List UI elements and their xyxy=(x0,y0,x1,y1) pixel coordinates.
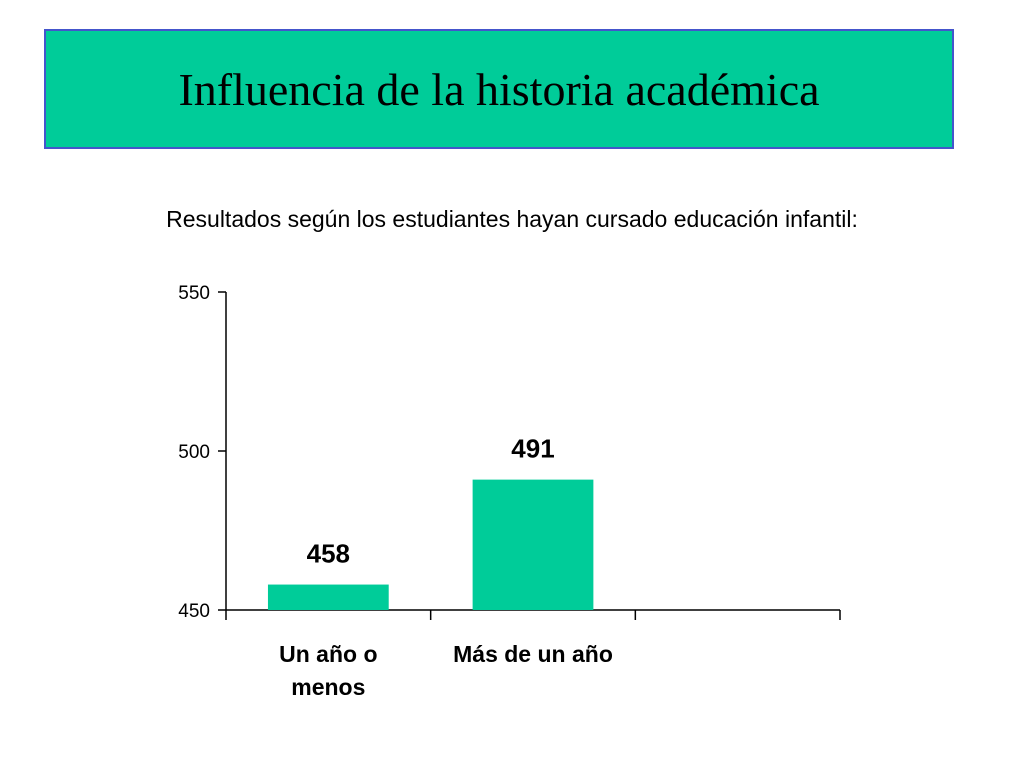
data-label: 458 xyxy=(307,539,350,569)
x-category-label: Más de un año xyxy=(453,641,613,667)
y-tick-label: 450 xyxy=(178,601,210,622)
data-label: 491 xyxy=(511,434,554,464)
x-category-label: menos xyxy=(291,674,365,700)
y-tick-label: 500 xyxy=(178,442,210,463)
bar xyxy=(267,584,389,610)
title-box: Influencia de la historia académica xyxy=(44,29,954,149)
y-tick-label: 550 xyxy=(178,283,210,304)
x-category-label: Un año o xyxy=(279,641,377,667)
chart-subtitle: Resultados según los estudiantes hayan c… xyxy=(166,206,858,232)
bar xyxy=(472,479,594,610)
page-title: Influencia de la historia académica xyxy=(178,63,820,115)
